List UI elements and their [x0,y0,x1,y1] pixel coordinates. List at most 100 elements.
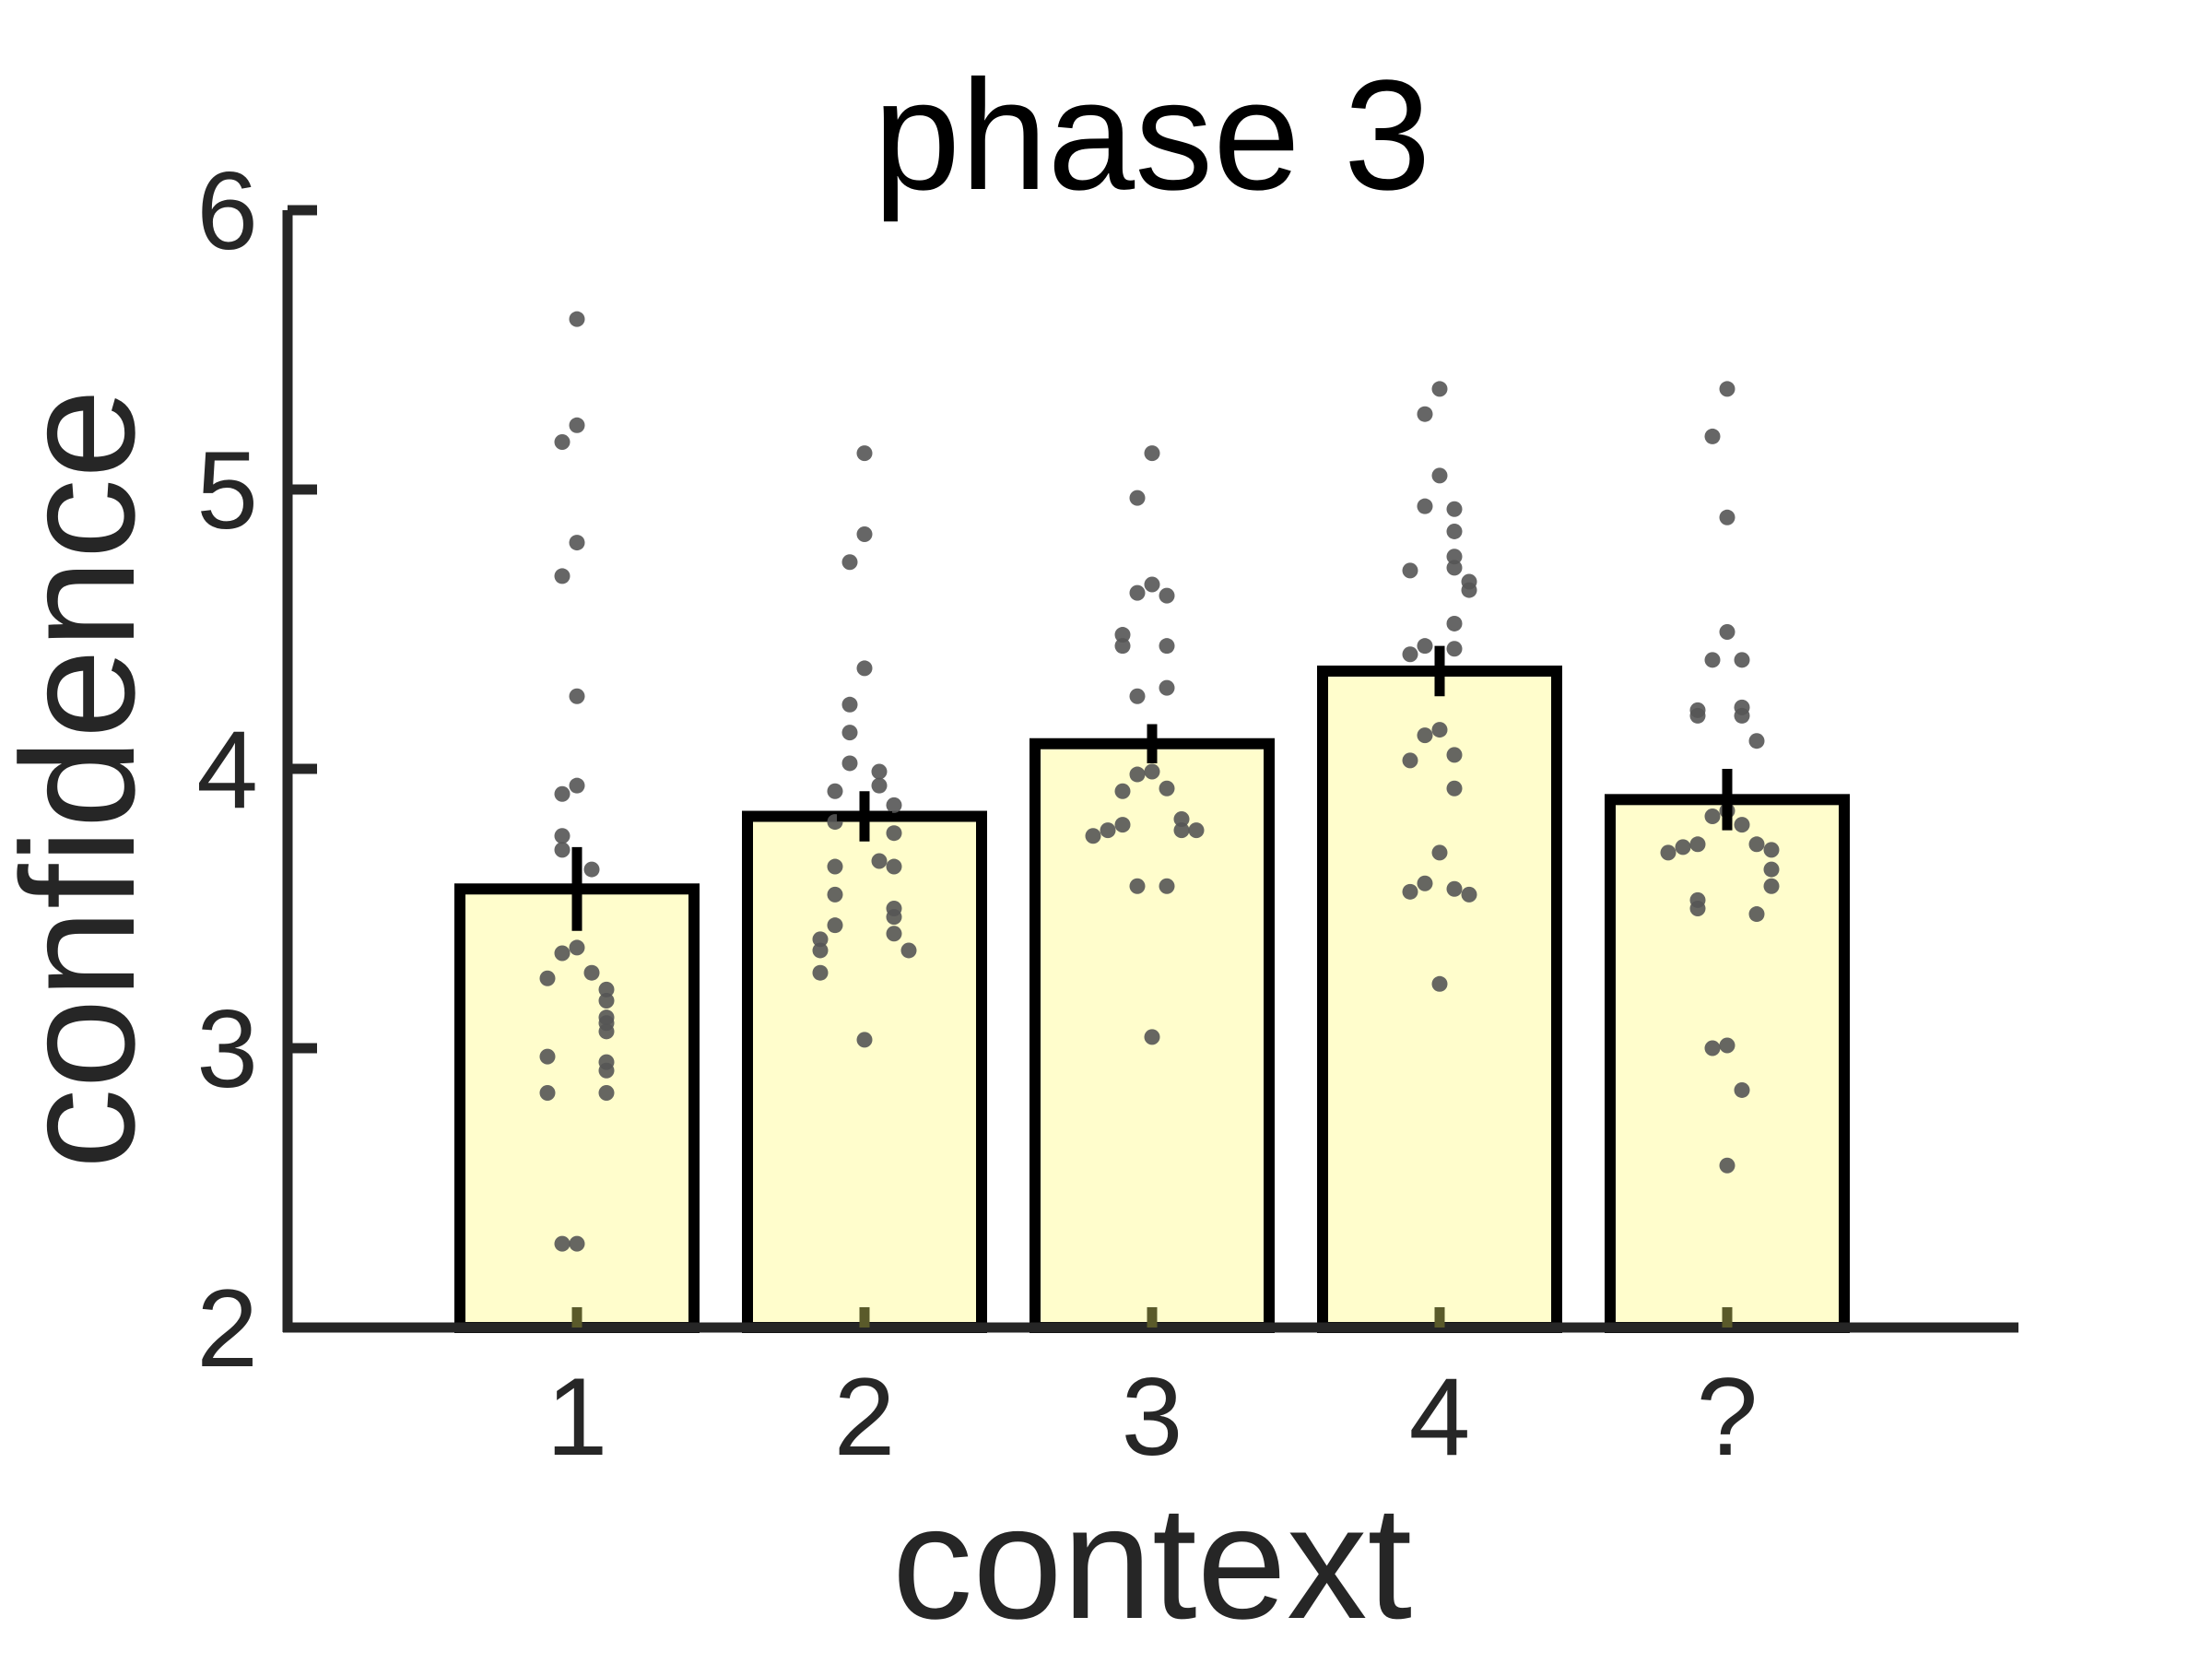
data-point [1188,822,1205,839]
data-point [871,777,888,794]
chart-title: phase 3 [874,48,1431,223]
data-point [1446,641,1463,657]
data-point [1734,652,1750,668]
data-point [1417,875,1433,891]
data-point [841,755,858,772]
bar-2 [742,810,987,1333]
data-point [1114,638,1131,655]
data-point [554,785,571,802]
data-point [1719,1157,1735,1174]
data-point [1417,498,1433,514]
data-point [1689,707,1706,724]
data-point [539,1048,556,1065]
x-tick-label: 2 [834,1355,896,1479]
data-point [569,939,585,956]
y-axis-label: confidence [0,389,169,1169]
data-point [1144,445,1160,462]
data-point [1446,560,1463,576]
data-point [1173,822,1190,839]
data-point [598,1084,615,1101]
data-point [569,311,585,327]
data-point [1402,752,1418,769]
data-point [1446,747,1463,763]
x-tick-label: 3 [1122,1355,1183,1479]
data-point [1129,490,1146,506]
bar-1 [454,883,700,1333]
data-point [1734,707,1750,724]
data-point [1461,582,1477,598]
y-tick-label: 3 [196,987,258,1111]
data-point [554,945,571,962]
data-point [812,942,829,959]
data-point [1763,878,1780,894]
data-point [569,777,585,794]
data-point [886,909,902,926]
data-point [856,445,873,462]
data-point [583,964,600,981]
data-point [886,926,902,942]
y-tick-label: 5 [196,429,258,552]
data-point [1461,886,1477,903]
data-point [1719,381,1735,397]
data-point [1417,406,1433,422]
data-point [1431,381,1448,397]
data-point [856,660,873,677]
data-point [598,992,615,1009]
data-point [1159,587,1175,604]
x-axis-label: context [892,1473,1412,1653]
data-point [1431,844,1448,861]
data-point [1719,509,1735,525]
data-point [598,1023,615,1040]
data-point [1144,1029,1160,1045]
y-tick-label: 4 [196,708,258,832]
data-point [886,825,902,842]
data-point [598,1062,615,1079]
data-point [1417,638,1433,655]
data-point [539,1084,556,1101]
data-point [1114,627,1131,643]
data-point [1129,584,1146,601]
data-point [1446,523,1463,539]
data-point [827,917,843,934]
y-tick-label: 2 [196,1267,258,1390]
data-point [554,828,571,844]
data-point [569,417,585,433]
data-point [856,1032,873,1048]
data-point [1704,428,1721,444]
data-point [1675,839,1691,856]
tick-labels-layer: 2 3 4 5 6 1 2 3 4? [196,149,1758,1479]
data-point [841,725,858,741]
bar-4 [1317,665,1562,1333]
data-point [569,688,585,704]
data-point [1719,1037,1735,1054]
data-point [1704,1040,1721,1056]
data-point [569,535,585,551]
data-point [1446,549,1463,565]
data-point [900,942,917,959]
x-tick-label: 1 [547,1355,608,1479]
bar-5 [1605,794,1850,1333]
data-point [569,1235,585,1252]
data-point [856,525,873,542]
data-point [886,858,902,875]
data-point [1114,783,1131,799]
data-point [812,964,829,981]
data-point [1689,836,1706,853]
data-point [1748,733,1765,749]
data-point [871,853,888,869]
data-point [1114,817,1131,833]
data-point [886,797,902,813]
data-point [583,861,600,878]
x-tick-label: ? [1697,1355,1759,1479]
data-point [841,696,858,713]
data-point [1763,861,1780,878]
data-point [1431,467,1448,484]
data-point [1100,822,1116,839]
data-point [1129,766,1146,783]
data-point [1446,615,1463,631]
data-point [827,886,843,903]
data-point [1159,780,1175,797]
axes-layer [282,205,2018,1333]
